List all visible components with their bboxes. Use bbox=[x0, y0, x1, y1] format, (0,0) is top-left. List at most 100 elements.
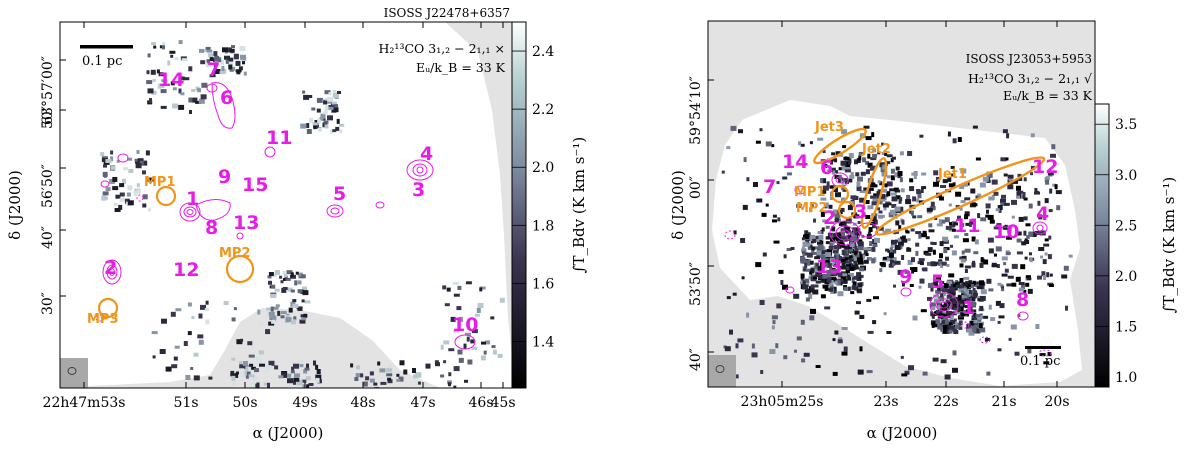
emission-pixel bbox=[183, 341, 188, 346]
emission-pixel bbox=[1005, 157, 1009, 161]
emission-pixel bbox=[1029, 252, 1032, 256]
emission-pixel bbox=[435, 362, 440, 367]
emission-pixel bbox=[895, 189, 900, 193]
emission-pixel bbox=[971, 236, 976, 242]
emission-pixel bbox=[147, 88, 154, 94]
emission-pixel bbox=[738, 129, 743, 134]
emission-pixel bbox=[825, 252, 832, 258]
emission-pixel bbox=[870, 157, 877, 161]
emission-pixel bbox=[964, 248, 971, 253]
emission-pixel bbox=[403, 369, 408, 375]
emission-pixel bbox=[325, 105, 331, 111]
emission-pixel bbox=[339, 129, 343, 134]
emission-pixel bbox=[975, 157, 981, 161]
emission-pixel bbox=[365, 376, 370, 381]
emission-pixel bbox=[961, 255, 967, 261]
emission-pixel bbox=[897, 237, 901, 242]
emission-pixel bbox=[856, 181, 861, 187]
emission-pixel bbox=[312, 122, 318, 126]
emission-pixel bbox=[838, 337, 843, 341]
emission-pixel bbox=[820, 266, 825, 272]
emission-pixel bbox=[301, 317, 307, 321]
emission-pixel bbox=[947, 313, 951, 318]
emission-pixel bbox=[886, 154, 893, 158]
emission-pixel bbox=[246, 366, 252, 371]
y-tick-label: 59°54′10″ bbox=[688, 76, 704, 145]
emission-pixel bbox=[110, 150, 114, 155]
emission-pixel bbox=[943, 316, 948, 321]
emission-pixel bbox=[882, 164, 886, 170]
emission-pixel bbox=[974, 324, 979, 329]
left-title: ISOSS J22478+6357 bbox=[384, 6, 510, 20]
emission-pixel bbox=[996, 264, 1000, 268]
emission-pixel bbox=[872, 320, 877, 325]
emission-pixel bbox=[897, 269, 904, 275]
emission-pixel bbox=[812, 238, 817, 243]
left-energy-label: Eᵤ/k_B = 33 K bbox=[416, 60, 506, 75]
emission-pixel bbox=[958, 304, 964, 309]
emission-pixel bbox=[939, 196, 944, 201]
emission-pixel bbox=[471, 329, 478, 334]
emission-pixel bbox=[813, 239, 820, 242]
emission-pixel bbox=[187, 331, 192, 336]
emission-pixel bbox=[151, 42, 156, 46]
y-tick-label: 63°57′00″ bbox=[40, 56, 56, 125]
emission-pixel bbox=[231, 45, 235, 49]
emission-pixel bbox=[901, 238, 908, 243]
emission-pixel bbox=[740, 238, 746, 243]
emission-pixel bbox=[893, 284, 896, 288]
emission-pixel bbox=[175, 308, 182, 312]
emission-pixel bbox=[228, 64, 233, 70]
emission-pixel bbox=[853, 230, 858, 235]
emission-pixel bbox=[807, 260, 814, 265]
emission-pixel bbox=[933, 294, 940, 298]
emission-pixel bbox=[908, 365, 914, 371]
emission-pixel bbox=[858, 239, 863, 243]
emission-pixel bbox=[772, 219, 777, 223]
emission-pixel bbox=[181, 58, 188, 62]
emission-pixel bbox=[297, 289, 304, 294]
emission-pixel bbox=[889, 209, 895, 215]
emission-pixel bbox=[953, 285, 960, 289]
emission-pixel bbox=[871, 201, 877, 206]
emission-pixel bbox=[315, 364, 319, 370]
emission-pixel bbox=[1001, 273, 1008, 277]
core-label: 8 bbox=[1016, 289, 1029, 311]
emission-pixel bbox=[193, 375, 200, 381]
emission-pixel bbox=[247, 341, 253, 346]
emission-pixel bbox=[935, 309, 940, 314]
emission-pixel bbox=[1063, 265, 1069, 271]
emission-pixel bbox=[997, 320, 1001, 324]
emission-pixel bbox=[233, 307, 237, 311]
emission-pixel bbox=[1003, 262, 1007, 266]
emission-pixel bbox=[274, 365, 279, 370]
emission-pixel bbox=[830, 290, 836, 294]
emission-pixel bbox=[288, 307, 293, 313]
emission-pixel bbox=[927, 296, 932, 301]
emission-pixel bbox=[971, 315, 975, 320]
emission-pixel bbox=[191, 97, 198, 103]
emission-pixel bbox=[846, 178, 853, 183]
emission-pixel bbox=[833, 245, 840, 250]
emission-pixel bbox=[386, 373, 393, 377]
emission-pixel bbox=[398, 376, 404, 382]
emission-pixel bbox=[995, 300, 1001, 306]
emission-pixel bbox=[209, 57, 214, 62]
emission-pixel bbox=[387, 377, 392, 381]
emission-pixel bbox=[895, 195, 901, 200]
emission-pixel bbox=[248, 374, 255, 378]
emission-pixel bbox=[813, 276, 818, 280]
emission-pixel bbox=[103, 174, 107, 178]
emission-pixel bbox=[894, 206, 901, 212]
emission-pixel bbox=[966, 328, 973, 333]
emission-pixel bbox=[829, 243, 834, 247]
emission-pixel bbox=[1043, 275, 1046, 280]
emission-pixel bbox=[162, 42, 166, 45]
emission-pixel bbox=[172, 87, 177, 91]
emission-pixel bbox=[332, 92, 339, 98]
emission-pixel bbox=[958, 326, 963, 330]
emission-pixel bbox=[305, 376, 311, 381]
emission-pixel bbox=[150, 69, 156, 75]
emission-pixel bbox=[724, 346, 731, 352]
emission-pixel bbox=[800, 143, 805, 147]
